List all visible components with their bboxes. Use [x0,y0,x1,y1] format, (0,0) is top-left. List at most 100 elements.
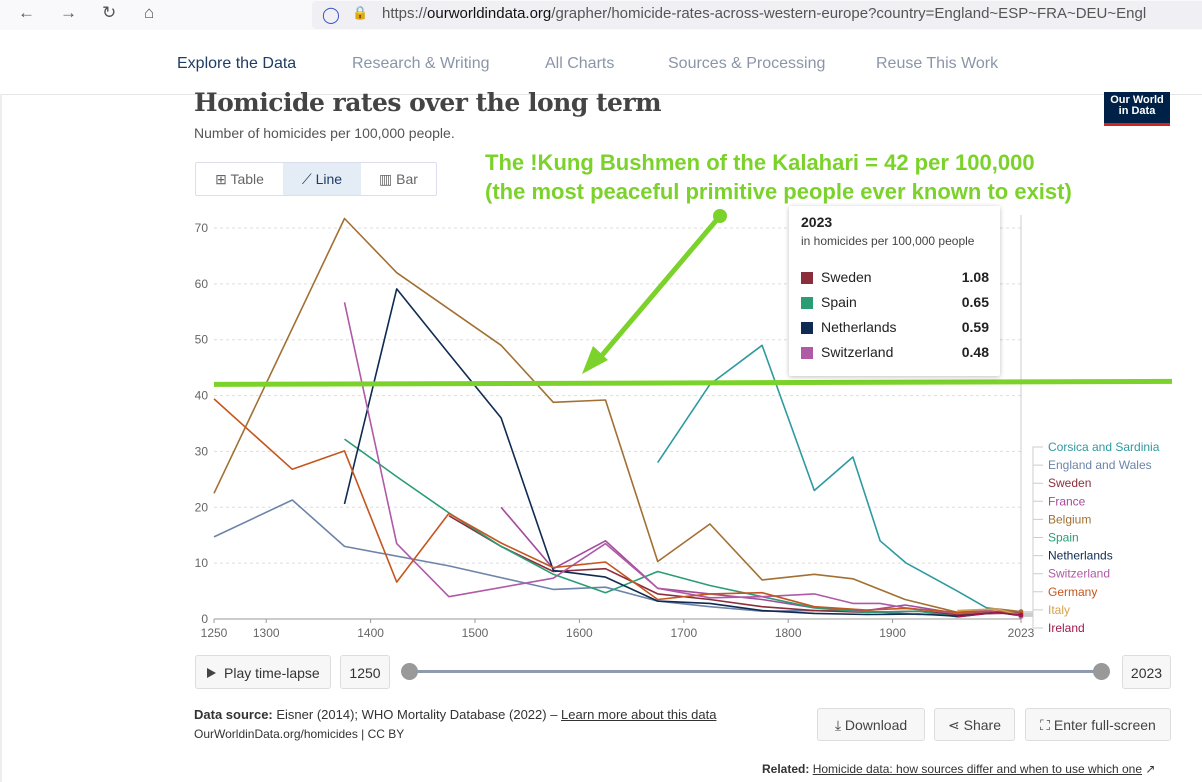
timeline-slider-track[interactable] [410,670,1102,673]
address-bar[interactable]: ◯ 🔒 [312,1,1202,29]
series-line-italy [957,608,1022,617]
start-year-box[interactable]: 1250 [340,655,390,689]
tooltip-series-name: Netherlands [821,319,897,335]
timeline-end-handle[interactable] [1093,663,1110,680]
browser-toolbar: ← → ↻ ⌂ ◯ 🔒 https://ourworldindata.org/g… [0,0,1202,30]
line-chart-icon: ⟋ [301,171,312,187]
back-arrow-icon[interactable]: ← [18,3,35,22]
end-year-box[interactable]: 2023 [1122,655,1171,689]
tooltip-unit: in homicides per 100,000 people [801,234,975,248]
series-endpoint [1018,612,1024,618]
x-tick-label: 1600 [566,626,593,640]
tab-table[interactable]: ⊞ Table [215,171,264,187]
tooltip-series-value: 0.65 [961,294,989,310]
legend-connector [1024,614,1043,629]
legend-label: Sweden [1048,476,1091,490]
tooltip-row: Spain 0.65 [801,293,989,313]
nav-reuse-this-work[interactable]: Reuse This Work [876,55,999,72]
y-tick-label: 30 [195,444,209,458]
tab-bar[interactable]: ▥ Bar [379,171,418,187]
series-endpoint [1018,609,1024,615]
series-line-england-and-wales [213,499,1022,616]
legend-connector [1024,446,1043,614]
y-tick-label: 70 [195,221,209,235]
series-line-france [500,506,1022,615]
y-tick-label: 0 [201,612,208,626]
tooltip-series-value: 0.48 [961,344,989,360]
legend-label: Netherlands [1048,549,1113,563]
annotation-arrow-tail [713,209,727,223]
chart-title: Homicide rates over the long term [194,88,662,117]
annotation-line-1: The !Kung Bushmen of the Kalahari = 42 p… [485,150,1035,175]
view-tabs: ⊞ Table ⟋ Line ▥ Bar [195,162,437,196]
related-link[interactable]: Homicide data: how sources differ and wh… [812,762,1142,776]
nav-research-writing[interactable]: Research & Writing [352,55,490,72]
y-tick-label: 60 [195,277,209,291]
bar-chart-icon: ▥ [379,171,393,187]
timeline-start-handle[interactable] [401,663,418,680]
home-icon[interactable]: ⌂ [144,3,155,22]
url-text[interactable]: https://ourworldindata.org/grapher/homic… [382,5,1147,22]
related-link-row: Related: Homicide data: how sources diff… [762,762,1156,776]
legend-label: Germany [1048,585,1097,599]
reload-icon[interactable]: ↻ [102,3,117,22]
annotation-reference-line [213,378,1173,387]
x-tick-label: 1800 [775,626,802,640]
legend-label: Belgium [1048,512,1091,526]
legend-label: Ireland [1048,621,1085,635]
shield-icon[interactable]: ◯ [322,7,340,24]
play-icon [207,668,216,678]
owid-logo[interactable]: Our World in Data [1104,92,1170,126]
nav-sources-processing[interactable]: Sources & Processing [668,55,826,72]
download-button[interactable]: ⤓ Download [817,708,925,741]
x-tick-label: 1900 [879,626,906,640]
legend-connector [1024,591,1043,615]
series-endpoint [1018,612,1024,618]
x-tick-label: 2023 [1008,626,1035,640]
series-line-sweden [448,515,1022,616]
fullscreen-button[interactable]: ⛶ Enter full-screen [1025,708,1171,741]
legend-label: Switzerland [1048,567,1110,581]
x-tick-label: 1250 [201,626,228,640]
legend-connector [1024,537,1043,616]
tooltip-row: Switzerland 0.48 [801,343,989,363]
series-line-spain [344,438,1022,618]
series-endpoint [1018,610,1024,616]
data-source: Data source: Eisner (2014); WHO Mortalit… [194,707,717,722]
y-tick-label: 50 [195,333,209,347]
series-endpoint [1018,610,1024,616]
license-text: OurWorldinData.org/homicides | CC BY [194,727,405,741]
annotation-text: The !Kung Bushmen of the Kalahari = 42 p… [485,148,1072,206]
tooltip-swatch [801,297,813,309]
tooltip-swatch [801,322,813,334]
legend-label: Corsica and Sardinia [1048,440,1160,454]
series-endpoint [1018,613,1024,619]
lock-icon[interactable]: 🔒 [352,5,369,20]
nav-explore-the-data[interactable]: Explore the Data [177,55,297,72]
legend-connector [1024,609,1043,617]
download-icon: ⤓ [834,717,842,733]
tooltip-series-value: 1.08 [961,269,989,285]
tooltip-year: 2023 [801,214,833,230]
series-line-corsica-and-sardinia [657,344,1022,615]
tooltip-swatch [801,347,813,359]
tab-line[interactable]: ⟋ Line [283,163,361,195]
forward-arrow-icon[interactable]: → [60,3,77,22]
x-tick-label: 1500 [462,626,489,640]
y-tick-label: 10 [195,556,209,570]
play-timelapse-button[interactable]: Play time-lapse [195,655,331,689]
series-line-germany [213,398,1022,615]
legend-label: Spain [1048,531,1079,545]
tooltip-series-name: Spain [821,294,857,310]
share-button[interactable]: ⋖ Share [934,708,1015,741]
x-tick-label: 1400 [357,626,384,640]
series-endpoint [1018,613,1024,619]
nav-all-charts[interactable]: All Charts [545,55,615,72]
annotation-line-2: (the most peaceful primitive people ever… [485,179,1072,204]
series-line-ireland [957,611,1022,618]
tooltip-row: Netherlands 0.59 [801,318,989,338]
legend-label: England and Wales [1048,458,1152,472]
external-link-icon: ↗ [1145,762,1156,776]
y-tick-label: 20 [195,500,209,514]
learn-more-link[interactable]: Learn more about this data [561,707,717,722]
